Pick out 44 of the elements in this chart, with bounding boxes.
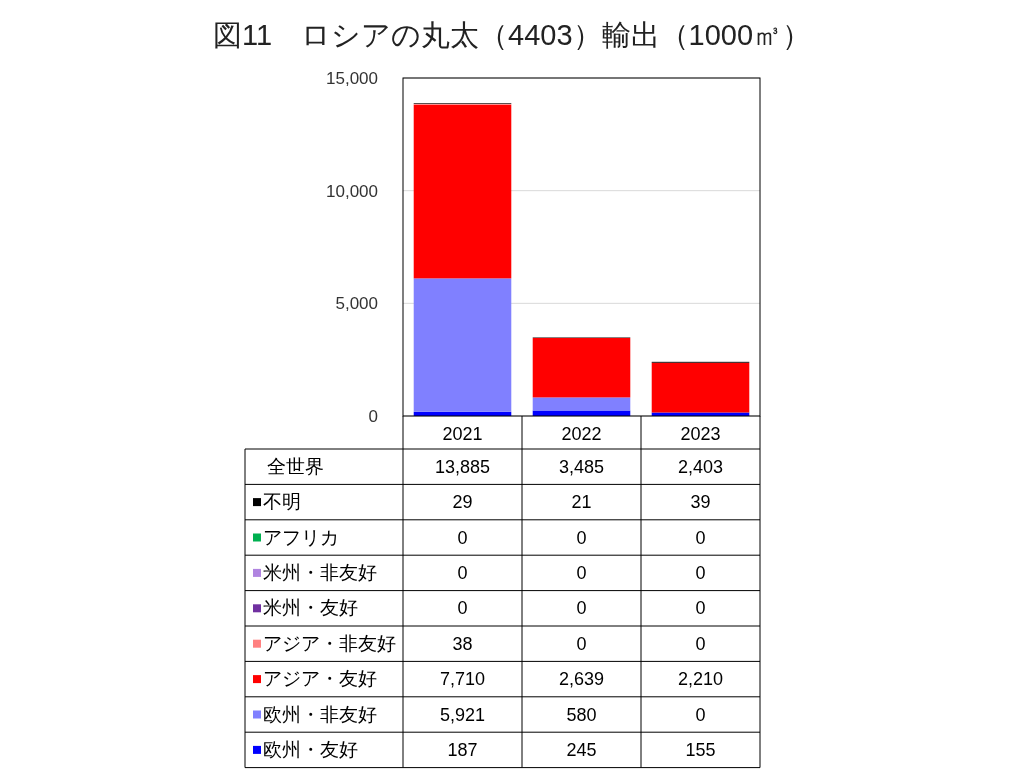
legend-label: アジア・非友好 xyxy=(263,632,396,654)
data-label: 39 xyxy=(690,492,711,513)
data-label: 21 xyxy=(571,492,592,513)
text: 全世界 xyxy=(267,455,324,477)
data-label: 0 xyxy=(576,633,587,654)
data-label: 2,210 xyxy=(677,669,724,690)
y-tick-label: 15,000 xyxy=(326,69,378,88)
data-label: 0 xyxy=(576,527,587,548)
data-label: 0 xyxy=(695,562,706,583)
legend-label: アジア・友好 xyxy=(263,668,377,690)
legend-label: 米州・非友好 xyxy=(263,561,377,583)
data-label: 2,639 xyxy=(558,669,605,690)
total-label: 13,885 xyxy=(434,456,491,477)
data-label: 7,710 xyxy=(439,669,486,690)
data-label: 0 xyxy=(576,598,587,619)
legend-label: 米州・友好 xyxy=(263,597,358,619)
data-label: 187 xyxy=(447,739,478,760)
x-tick-label: 2022 xyxy=(561,424,602,444)
legend-label: 欧州・非友好 xyxy=(263,703,377,725)
data-label: 0 xyxy=(695,633,706,654)
x-tick-label: 2023 xyxy=(680,424,721,444)
data-label: 245 xyxy=(566,739,597,760)
chart-title: 図11 ロシアの丸太（4403）輸出（1000㎥） xyxy=(212,19,812,51)
data-label: 0 xyxy=(695,598,706,619)
legend-label: アフリカ xyxy=(263,526,339,548)
data-label: 5,921 xyxy=(439,704,486,725)
data-label: 0 xyxy=(695,527,706,548)
total-label: 3,485 xyxy=(558,456,605,477)
total-label: 2,403 xyxy=(677,456,724,477)
data-label: 0 xyxy=(457,562,468,583)
data-label: 155 xyxy=(685,739,716,760)
data-label: 0 xyxy=(576,562,587,583)
data-label: 38 xyxy=(452,633,473,654)
data-label: 0 xyxy=(695,704,706,725)
data-label: 0 xyxy=(457,598,468,619)
data-label: 29 xyxy=(452,492,473,513)
y-tick-label: 10,000 xyxy=(326,181,378,201)
y-tick-label: 5,000 xyxy=(335,294,378,314)
data-label: 580 xyxy=(566,704,597,725)
legend-label: 欧州・友好 xyxy=(263,738,358,760)
x-tick-label: 2021 xyxy=(442,424,483,444)
data-label: 0 xyxy=(457,527,468,548)
legend-label: 不明 xyxy=(263,491,301,513)
y-tick-label: 0 xyxy=(368,407,378,426)
